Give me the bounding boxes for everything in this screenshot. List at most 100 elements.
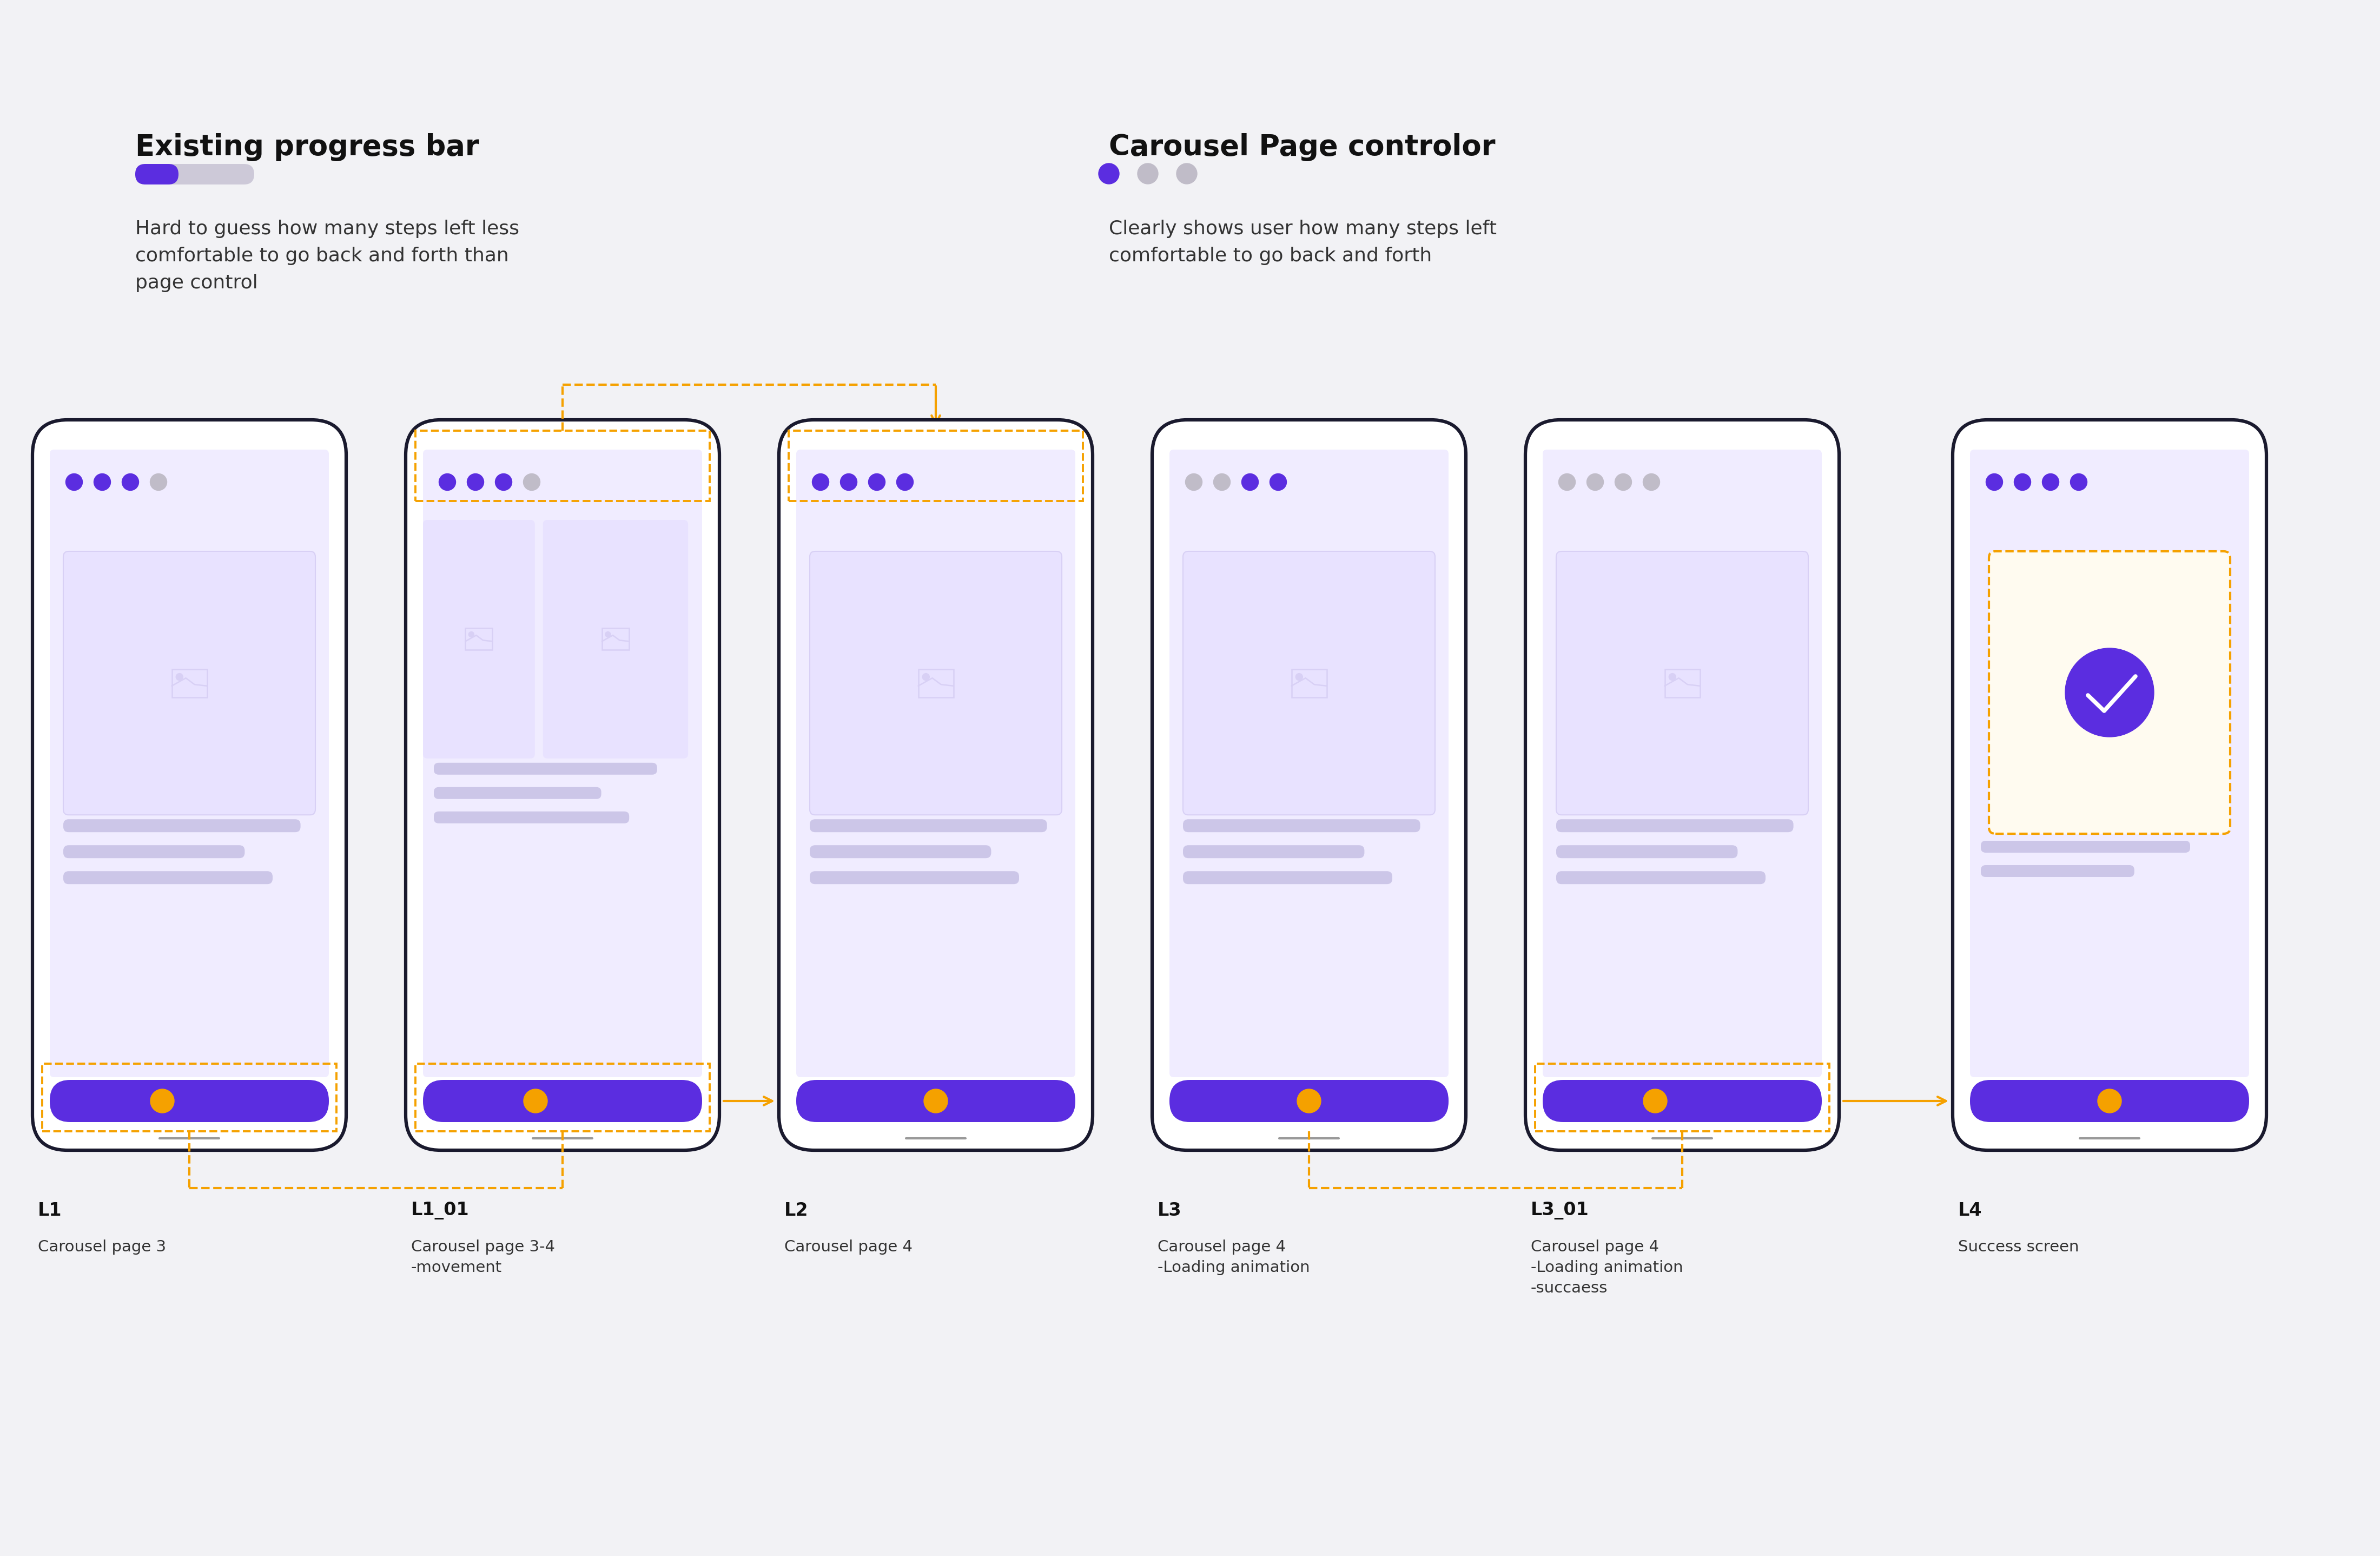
FancyBboxPatch shape: [1183, 845, 1364, 859]
FancyBboxPatch shape: [1952, 420, 2266, 1150]
Circle shape: [897, 473, 914, 490]
Text: L3: L3: [1157, 1201, 1183, 1220]
FancyBboxPatch shape: [1990, 551, 2230, 834]
FancyBboxPatch shape: [1557, 845, 1737, 859]
FancyBboxPatch shape: [797, 1080, 1076, 1122]
Circle shape: [1297, 1089, 1321, 1113]
Circle shape: [1100, 163, 1119, 184]
Text: Clearly shows user how many steps left
comfortable to go back and forth: Clearly shows user how many steps left c…: [1109, 219, 1497, 265]
FancyBboxPatch shape: [433, 762, 657, 775]
FancyBboxPatch shape: [543, 520, 688, 758]
FancyBboxPatch shape: [1557, 551, 1809, 815]
Bar: [416, 431, 709, 501]
FancyBboxPatch shape: [405, 420, 719, 1150]
Circle shape: [524, 473, 540, 490]
FancyBboxPatch shape: [64, 818, 300, 832]
Circle shape: [869, 473, 885, 490]
Circle shape: [1295, 674, 1302, 680]
Text: L3_01: L3_01: [1530, 1201, 1590, 1220]
Circle shape: [1271, 473, 1288, 490]
Text: L1_01: L1_01: [412, 1201, 469, 1220]
Bar: [1535, 1064, 1830, 1131]
FancyBboxPatch shape: [424, 450, 702, 1077]
FancyBboxPatch shape: [64, 871, 274, 884]
Circle shape: [524, 1089, 547, 1113]
Circle shape: [1587, 473, 1604, 490]
Circle shape: [1185, 473, 1202, 490]
FancyBboxPatch shape: [1980, 840, 2190, 853]
Text: Hard to guess how many steps left less
comfortable to go back and forth than
pag: Hard to guess how many steps left less c…: [136, 219, 519, 293]
Circle shape: [1642, 1089, 1666, 1113]
FancyBboxPatch shape: [424, 1080, 702, 1122]
Circle shape: [2071, 473, 2087, 490]
Bar: [416, 1064, 709, 1131]
Bar: [788, 431, 1083, 501]
FancyBboxPatch shape: [33, 420, 345, 1150]
FancyBboxPatch shape: [50, 450, 328, 1077]
FancyBboxPatch shape: [1526, 420, 1840, 1150]
FancyBboxPatch shape: [778, 420, 1092, 1150]
Bar: [919, 669, 954, 697]
FancyBboxPatch shape: [136, 163, 178, 185]
FancyBboxPatch shape: [1169, 450, 1449, 1077]
FancyBboxPatch shape: [1542, 450, 1821, 1077]
FancyBboxPatch shape: [809, 551, 1061, 815]
Circle shape: [2097, 1089, 2121, 1113]
Text: Carousel page 3-4
-movement: Carousel page 3-4 -movement: [412, 1240, 555, 1276]
Bar: [466, 629, 493, 650]
Text: Existing progress bar: Existing progress bar: [136, 134, 478, 162]
FancyBboxPatch shape: [433, 811, 628, 823]
FancyBboxPatch shape: [64, 845, 245, 859]
Text: Carousel Page controlor: Carousel Page controlor: [1109, 134, 1495, 162]
FancyBboxPatch shape: [1152, 420, 1466, 1150]
FancyBboxPatch shape: [809, 845, 990, 859]
FancyBboxPatch shape: [797, 450, 1076, 1077]
Text: L1: L1: [38, 1201, 62, 1220]
Circle shape: [176, 674, 183, 680]
Bar: [602, 629, 628, 650]
Text: L4: L4: [1959, 1201, 1983, 1220]
Circle shape: [150, 1089, 174, 1113]
FancyBboxPatch shape: [809, 871, 1019, 884]
Circle shape: [438, 473, 455, 490]
Circle shape: [840, 473, 857, 490]
Circle shape: [1214, 473, 1230, 490]
Circle shape: [605, 632, 612, 636]
Circle shape: [469, 632, 474, 636]
Circle shape: [93, 473, 109, 490]
FancyBboxPatch shape: [1971, 1080, 2249, 1122]
Text: Carousel page 4: Carousel page 4: [785, 1240, 912, 1254]
Circle shape: [495, 473, 512, 490]
Bar: [171, 669, 207, 697]
Circle shape: [1559, 473, 1576, 490]
FancyBboxPatch shape: [64, 551, 314, 815]
FancyBboxPatch shape: [1971, 450, 2249, 1077]
Circle shape: [923, 674, 931, 680]
Circle shape: [923, 1089, 947, 1113]
FancyBboxPatch shape: [1183, 818, 1421, 832]
Bar: [1292, 669, 1326, 697]
Circle shape: [2013, 473, 2030, 490]
FancyBboxPatch shape: [809, 818, 1047, 832]
Text: Carousel page 4
-Loading animation
-succaess: Carousel page 4 -Loading animation -succ…: [1530, 1240, 1683, 1296]
Circle shape: [1668, 674, 1676, 680]
Circle shape: [67, 473, 83, 490]
Circle shape: [2042, 473, 2059, 490]
FancyBboxPatch shape: [433, 787, 602, 798]
Text: L2: L2: [785, 1201, 809, 1220]
FancyBboxPatch shape: [1183, 871, 1392, 884]
Bar: [43, 1064, 336, 1131]
FancyBboxPatch shape: [424, 520, 536, 758]
Text: Success screen: Success screen: [1959, 1240, 2080, 1254]
Circle shape: [1242, 473, 1259, 490]
Circle shape: [1642, 473, 1659, 490]
FancyBboxPatch shape: [50, 1080, 328, 1122]
Circle shape: [812, 473, 828, 490]
Text: Carousel page 3: Carousel page 3: [38, 1240, 167, 1254]
Bar: [1664, 669, 1699, 697]
FancyBboxPatch shape: [1557, 871, 1766, 884]
FancyBboxPatch shape: [136, 163, 255, 185]
FancyBboxPatch shape: [1557, 818, 1795, 832]
Circle shape: [1176, 163, 1197, 184]
FancyBboxPatch shape: [1169, 1080, 1449, 1122]
